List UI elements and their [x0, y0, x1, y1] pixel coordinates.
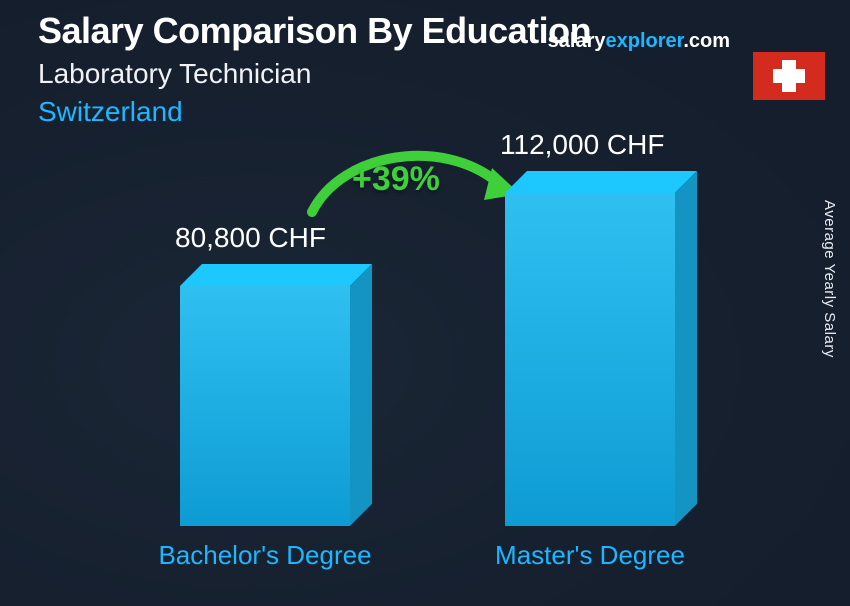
flag-icon	[753, 52, 825, 100]
brand-part2: explorer	[605, 30, 683, 52]
bar-label-bachelors: Bachelor's Degree	[158, 540, 371, 571]
brand-part1: salary	[548, 30, 606, 52]
header-block: Salary Comparison By Education Laborator…	[38, 10, 591, 128]
bar-label-masters: Master's Degree	[495, 540, 685, 571]
bar-top-face	[505, 171, 697, 193]
bar-front-face	[505, 193, 675, 526]
bar-side-face	[350, 264, 372, 526]
bar-value-masters: 112,000 CHF	[500, 129, 664, 161]
bar-front-face	[180, 286, 350, 526]
bar-value-bachelors: 80,800 CHF	[175, 222, 326, 254]
page-title: Salary Comparison By Education	[38, 10, 591, 52]
bar-side-face	[675, 171, 697, 526]
salary-bar-chart: +39% 80,800 CHF Bachelor's Degree 112,00…	[0, 150, 850, 586]
flag-cross-horizontal	[773, 69, 805, 83]
brand-part3: .com	[683, 30, 730, 52]
page-subtitle: Laboratory Technician	[38, 58, 591, 90]
country-label: Switzerland	[38, 96, 591, 128]
brand-logo-text: salaryexplorer.com	[548, 30, 730, 53]
bar-bachelors	[180, 286, 350, 526]
increase-percent: +39%	[352, 160, 440, 199]
bar-masters	[505, 193, 675, 526]
bar-top-face	[180, 264, 372, 286]
